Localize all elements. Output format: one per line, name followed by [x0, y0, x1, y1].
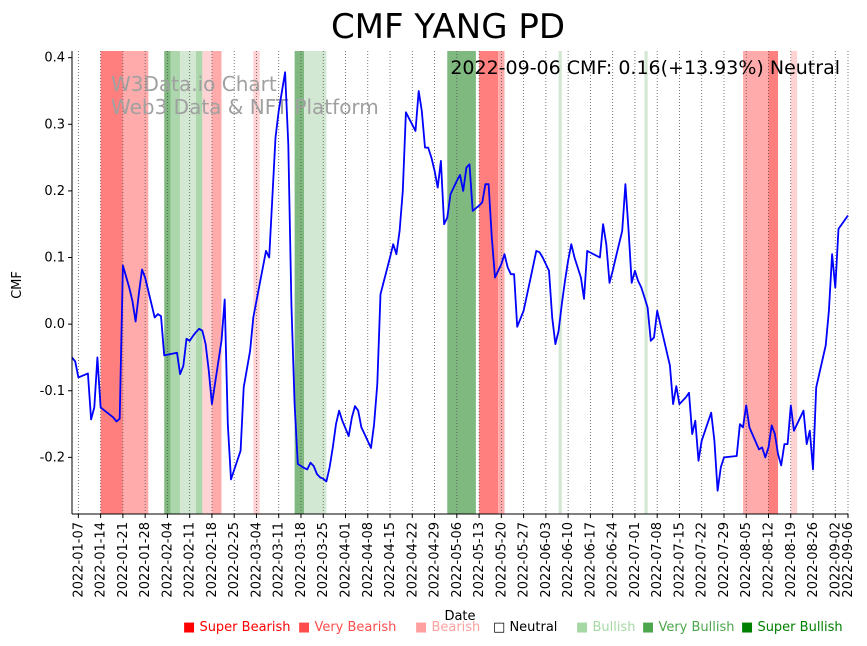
band-bearish-light [202, 51, 212, 514]
watermark: W3Data.io Chart Web3 Data & NFT Platform [111, 72, 379, 119]
y-tick-label: 0.3 [44, 117, 65, 132]
legend-marker: ■ [298, 620, 311, 635]
latest-value-annotation: 2022-09-06 CMF: 0.16(+13.93%) Neutral [450, 57, 840, 79]
x-tick-label: 2022-09-02 [828, 522, 843, 598]
x-tick-label: 2022-05-20 [494, 522, 509, 598]
band-very-bullish [294, 51, 305, 514]
band-bullish [170, 51, 181, 514]
legend-label: Very Bearish [314, 620, 397, 635]
x-tick-label: 2022-05-13 [472, 522, 487, 598]
y-tick-label: -0.1 [40, 384, 65, 399]
x-tick-label: 2022-04-08 [361, 522, 376, 598]
x-tick-label: 2022-08-26 [806, 522, 821, 598]
legend-item-bullish: ■ Bullish [576, 620, 635, 635]
legend-marker: ■ [415, 620, 428, 635]
legend-label: Super Bullish [757, 620, 843, 635]
vertical-gridlines [77, 51, 849, 514]
x-tick-label: 2022-04-15 [383, 522, 398, 598]
y-axis-label: CMF [10, 271, 25, 299]
x-tick-label: 2022-01-07 [71, 522, 86, 598]
legend-item-very-bullish: ■ Very Bullish [642, 620, 735, 635]
legend-item-super-bearish: ■ Super Bearish [183, 620, 291, 635]
band-bullish-light [180, 51, 197, 514]
signal-bands [100, 51, 798, 514]
x-tick-label: 2022-02-11 [183, 522, 198, 598]
y-tick-label: 0.1 [44, 251, 65, 266]
cmf-series [71, 71, 849, 492]
x-tick-label: 2022-07-15 [672, 522, 687, 598]
x-tick-label: 2022-08-05 [739, 522, 754, 598]
x-tick-label: 2022-02-18 [205, 522, 220, 598]
x-tick-label: 2022-08-12 [761, 522, 776, 598]
x-tick-label: 2022-04-29 [428, 522, 443, 598]
band-very-bearish [768, 51, 779, 514]
x-tick-label: 2022-06-03 [539, 522, 554, 598]
band-bearish [743, 51, 769, 514]
x-axis-label: Date [444, 609, 475, 624]
x-tick-label: 2022-03-04 [249, 522, 264, 598]
legend-marker: ■ [741, 620, 754, 635]
legend-item-very-bearish: ■ Very Bearish [298, 620, 396, 635]
x-tick-label: 2022-04-01 [339, 522, 354, 598]
y-axis-ticks: -0.2 -0.1 0.0 0.1 0.2 0.3 0.4 [40, 51, 72, 465]
legend-label: Super Bearish [199, 620, 291, 635]
band-bullish-light [304, 51, 327, 514]
legend-label: Bearish [431, 620, 481, 635]
x-tick-label: 2022-05-06 [450, 522, 465, 598]
band-very-bearish [100, 51, 123, 514]
x-tick-label: 2022-01-14 [94, 522, 109, 598]
x-tick-label: 2022-07-22 [695, 522, 710, 598]
legend-marker: □ [493, 620, 506, 635]
x-tick-label: 2022-06-24 [606, 522, 621, 598]
band-bearish [122, 51, 149, 514]
legend-item-super-bullish: ■ Super Bullish [741, 620, 843, 635]
x-tick-label: 2022-03-18 [294, 522, 309, 598]
legend-label: Bullish [592, 620, 636, 635]
watermark-line-2: Web3 Data & NFT Platform [111, 95, 379, 119]
legend-item-bearish: ■ Bearish [415, 620, 480, 635]
signal-legend: ■ Super Bearish ■ Very Bearish ■ Bearish… [0, 620, 867, 640]
band-bullish-light [558, 51, 562, 514]
legend-label: Very Bullish [658, 620, 735, 635]
band-bearish [211, 51, 222, 514]
x-tick-label: 2022-09-06 [841, 522, 856, 598]
y-tick-label: 0.4 [44, 51, 65, 66]
legend-marker: ■ [642, 620, 655, 635]
legend-item-neutral: □ Neutral [493, 620, 557, 635]
watermark-line-1: W3Data.io Chart [111, 72, 277, 96]
legend-marker: ■ [576, 620, 589, 635]
x-tick-label: 2022-07-01 [628, 522, 643, 598]
x-tick-label: 2022-06-17 [583, 522, 598, 598]
legend-label: Neutral [509, 620, 558, 635]
x-axis-ticks: 2022-01-07 2022-01-14 2022-01-21 2022-01-28… [71, 514, 856, 598]
legend-marker: ■ [183, 620, 196, 635]
band-bullish [196, 51, 203, 514]
x-tick-label: 2022-06-10 [561, 522, 576, 598]
x-tick-label: 2022-01-21 [116, 522, 131, 598]
band-bullish-light [644, 51, 648, 514]
x-tick-label: 2022-02-25 [227, 522, 242, 598]
x-tick-label: 2022-01-28 [138, 522, 153, 598]
chart-title: CMF YANG PD [331, 7, 565, 47]
x-tick-label: 2022-03-25 [316, 522, 331, 598]
y-tick-label: 0.0 [44, 317, 65, 332]
y-tick-label: -0.2 [40, 450, 65, 465]
x-tick-label: 2022-08-19 [784, 522, 799, 598]
band-very-bullish [447, 51, 476, 514]
y-tick-label: 0.2 [44, 184, 65, 199]
x-tick-label: 2022-02-04 [160, 522, 175, 598]
cmf-line [71, 71, 849, 492]
x-tick-label: 2022-03-11 [272, 522, 287, 598]
x-tick-label: 2022-07-08 [650, 522, 665, 598]
band-bearish-light [790, 51, 798, 514]
x-tick-label: 2022-04-22 [405, 522, 420, 598]
axes [71, 51, 848, 515]
band-very-bearish [479, 51, 499, 514]
x-tick-label: 2022-07-29 [717, 522, 732, 598]
x-tick-label: 2022-05-27 [517, 522, 532, 598]
